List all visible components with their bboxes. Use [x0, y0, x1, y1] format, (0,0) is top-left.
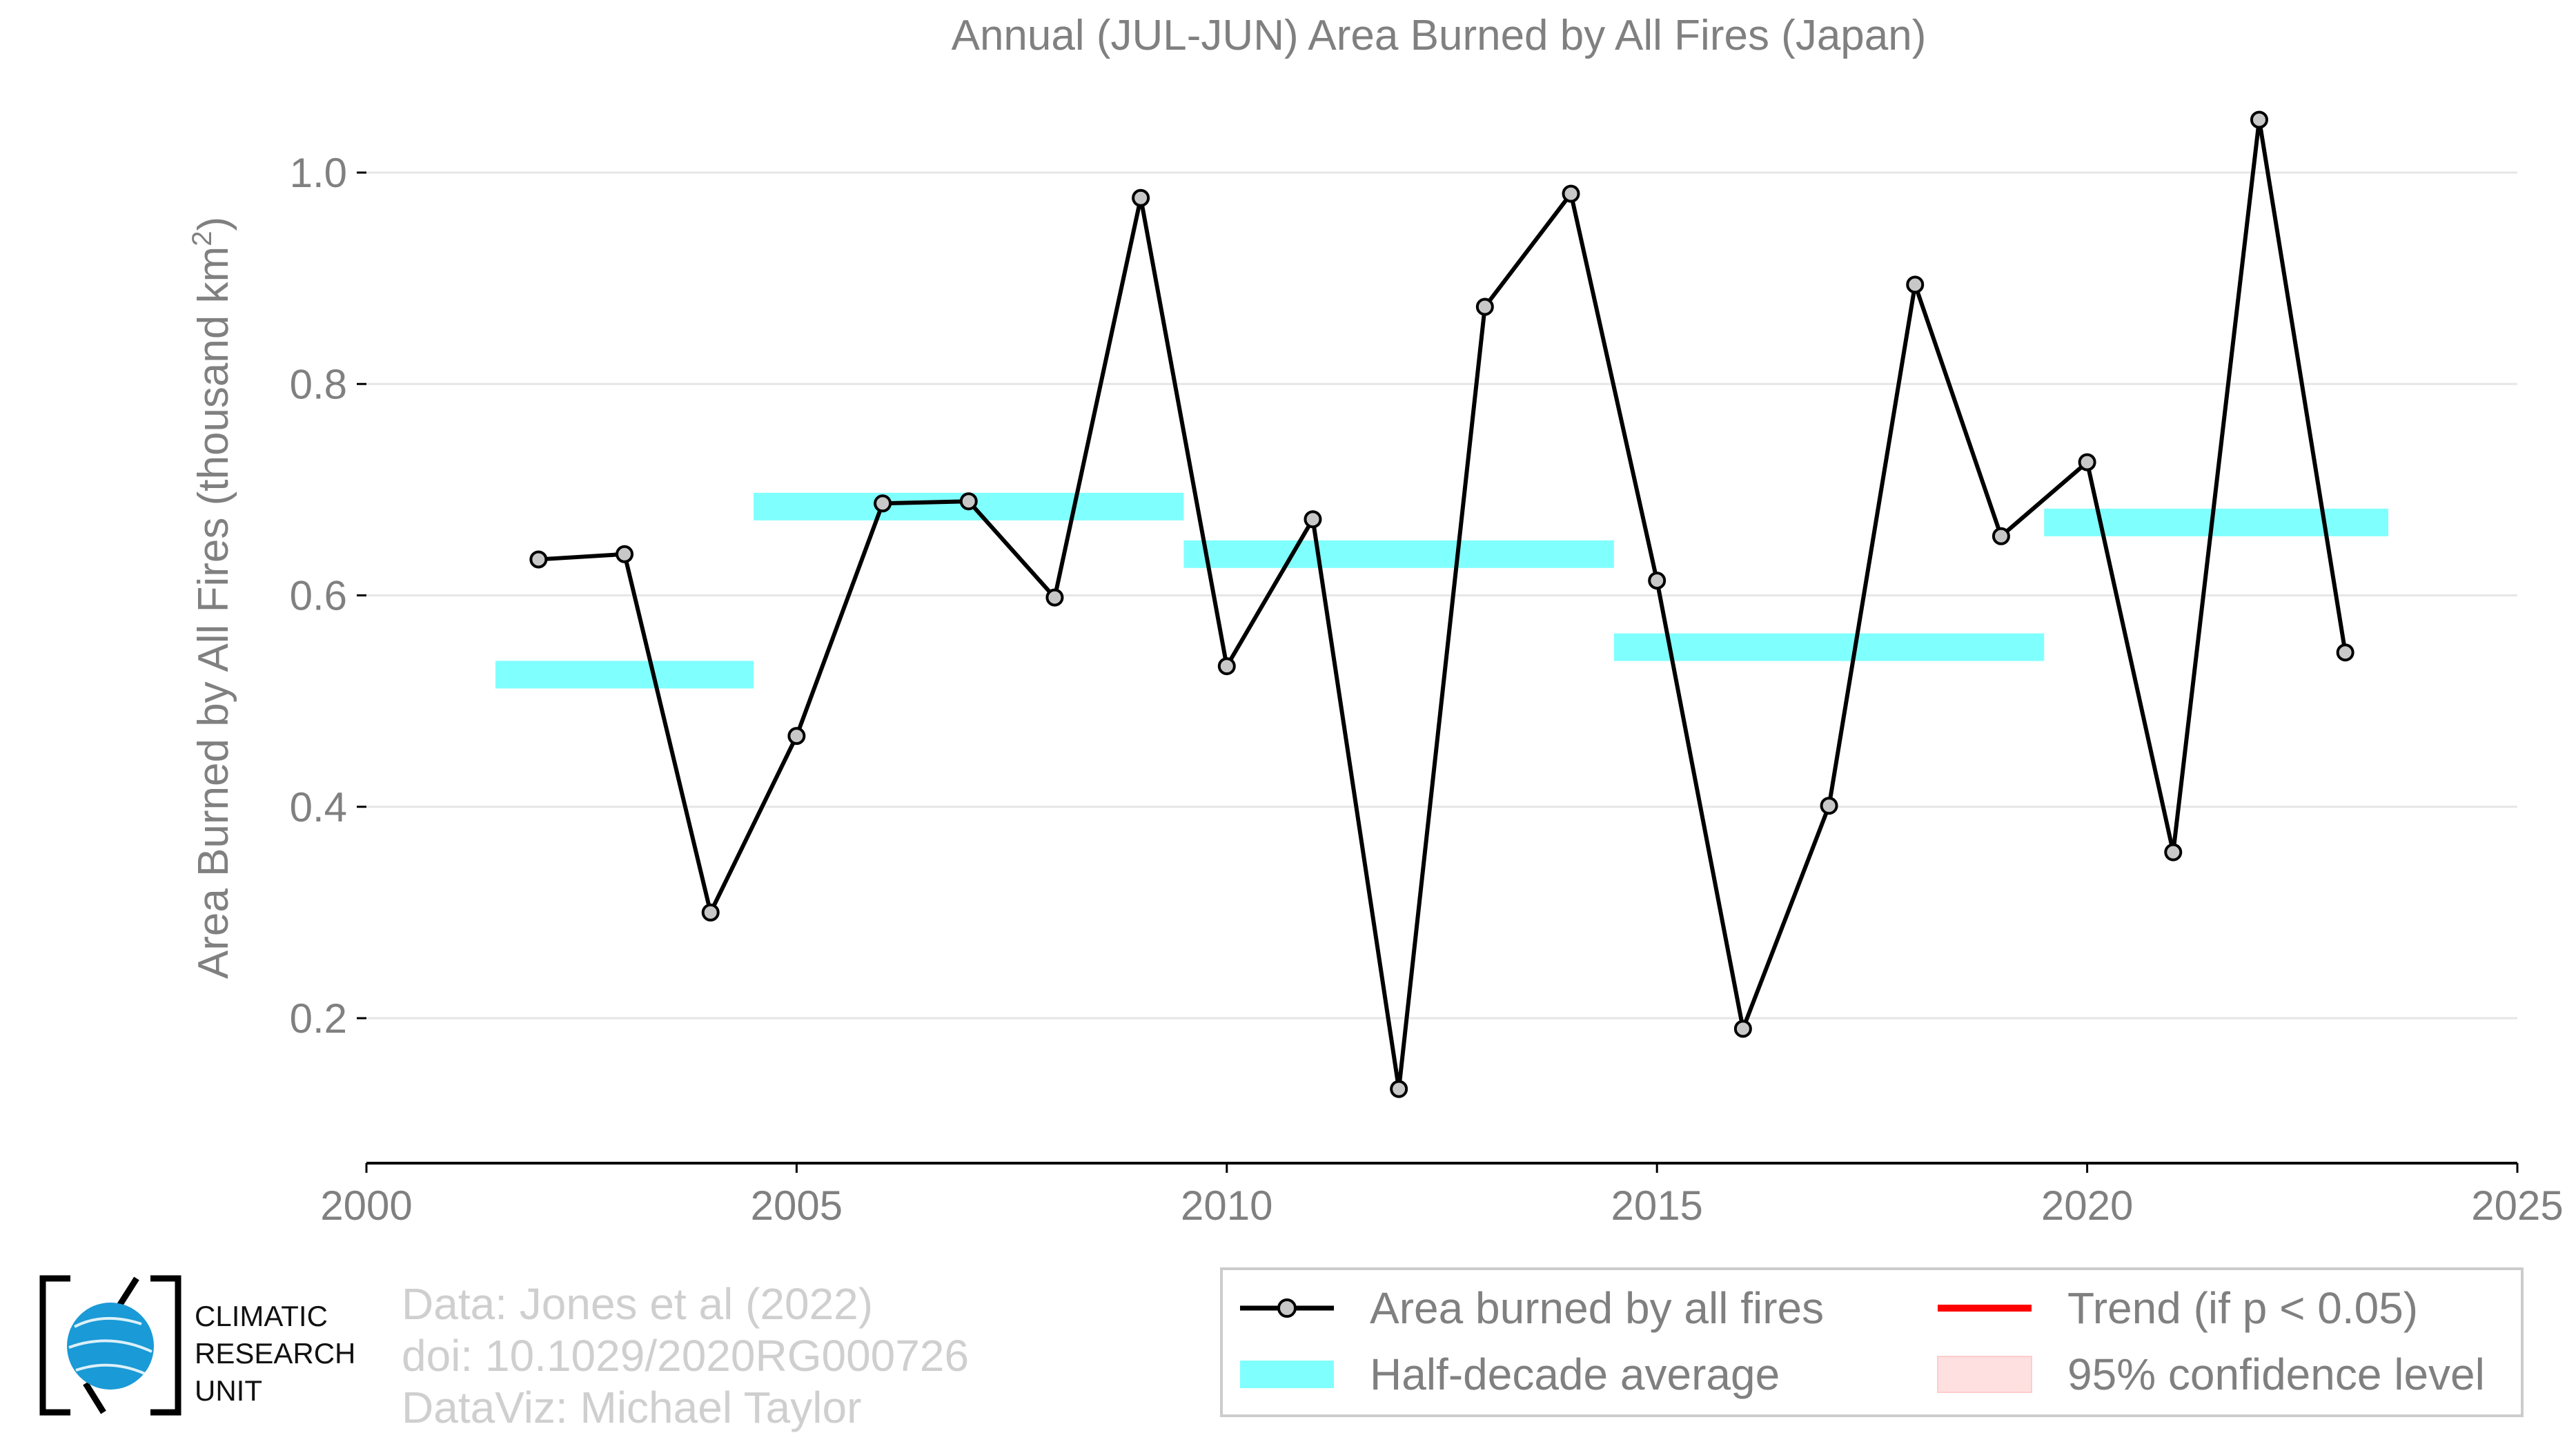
legend-marker-area-burned	[1277, 1298, 1297, 1318]
chart-title: Annual (JUL-JUN) Area Burned by All Fire…	[952, 12, 1927, 59]
legend-frame	[1220, 1267, 2524, 1417]
legend-swatch-confidence	[1937, 1356, 2032, 1393]
y-axis-label-superscript: 2	[187, 231, 217, 246]
globe-swirl-2	[68, 1339, 153, 1353]
data-point-2021	[2164, 843, 2183, 861]
half-decade-band-4	[2044, 508, 2388, 536]
x-axis: 2000 2005 2010 2015 2020 2025	[320, 1162, 2564, 1229]
x-tick-label: 2025	[2471, 1182, 2563, 1229]
legend-swatch-half-decade	[1240, 1361, 1334, 1388]
globe-swirl-1	[74, 1316, 142, 1328]
logo-bracket-left	[39, 1275, 70, 1416]
x-tick-label: 2015	[1611, 1182, 1702, 1229]
legend-label-area-burned: Area burned by all fires	[1370, 1283, 1824, 1333]
grid-lines	[366, 171, 2517, 1020]
data-point-2015	[1648, 572, 1666, 590]
data-point-2023	[2336, 643, 2354, 662]
data-point-2002	[529, 550, 548, 569]
legend-label-trend: Trend (if p < 0.05)	[2067, 1283, 2418, 1333]
data-point-2019	[1992, 527, 2010, 545]
logo-slash-top	[115, 1276, 139, 1311]
legend: Area burned by all fires Trend (if p < 0…	[1220, 1267, 2524, 1417]
data-point-2005	[787, 727, 806, 746]
cru-logo-text: CLIMATIC RESEARCH UNIT	[195, 1298, 355, 1410]
data-point-2016	[1733, 1020, 1752, 1038]
data-point-2009	[1132, 188, 1150, 207]
x-tick-label: 2020	[2041, 1182, 2133, 1229]
half-decade-average-bands	[495, 492, 2388, 689]
x-tick-label: 2010	[1181, 1182, 1272, 1229]
half-decade-band-2	[1183, 540, 1614, 568]
credit-data-source: Data: Jones et al (2022)	[402, 1279, 874, 1329]
data-point-2017	[1820, 797, 1838, 815]
globe-swirl-3	[75, 1363, 146, 1375]
credit-dataviz: DataViz: Michael Taylor	[402, 1383, 862, 1432]
half-decade-band-0	[495, 661, 754, 689]
legend-label-confidence: 95% confidence level	[2067, 1350, 2485, 1399]
data-point-2014	[1562, 184, 1580, 203]
x-tick-label: 2000	[320, 1182, 412, 1229]
y-tick-label: 1.0	[290, 150, 347, 196]
half-decade-band-3	[1613, 633, 2045, 661]
logo-bracket-right	[150, 1275, 181, 1416]
logo-slash-bottom	[83, 1381, 106, 1414]
x-tick-label: 2005	[751, 1182, 843, 1229]
data-point-2022	[2250, 110, 2268, 129]
legend-label-half-decade: Half-decade average	[1370, 1350, 1780, 1399]
data-point-2013	[1475, 298, 1494, 316]
credit-doi: doi: 10.1029/2020RG000726	[402, 1331, 970, 1381]
data-point-2010	[1217, 657, 1236, 676]
data-point-2006	[874, 494, 892, 513]
data-point-2007	[959, 492, 978, 511]
y-tick-label: 0.2	[290, 995, 347, 1042]
data-point-2011	[1304, 510, 1322, 529]
series-area-burned	[529, 110, 2354, 1098]
logo-line-2: RESEARCH	[195, 1337, 356, 1370]
y-axis-label: Area Burned by All Fires (thousand km2)	[187, 217, 237, 979]
logo-line-1: CLIMATIC	[195, 1300, 328, 1332]
data-point-2008	[1045, 588, 1064, 607]
data-point-2020	[2078, 453, 2096, 471]
cru-logo	[39, 1275, 181, 1416]
y-tick-label: 0.4	[290, 784, 347, 830]
data-point-2018	[1906, 275, 1925, 294]
data-point-2012	[1390, 1080, 1408, 1098]
y-tick-label: 0.6	[290, 573, 347, 619]
series-line-0	[538, 117, 2348, 1091]
y-axis-ticks: 0.2 0.4 0.6 0.8 1.0	[290, 150, 366, 1042]
logo-line-3: UNIT	[195, 1374, 262, 1407]
data-point-2004	[701, 903, 720, 922]
credits: Data: Jones et al (2022) doi: 10.1029/20…	[402, 1278, 969, 1434]
y-tick-label: 0.8	[290, 361, 347, 407]
data-point-2003	[616, 545, 634, 563]
